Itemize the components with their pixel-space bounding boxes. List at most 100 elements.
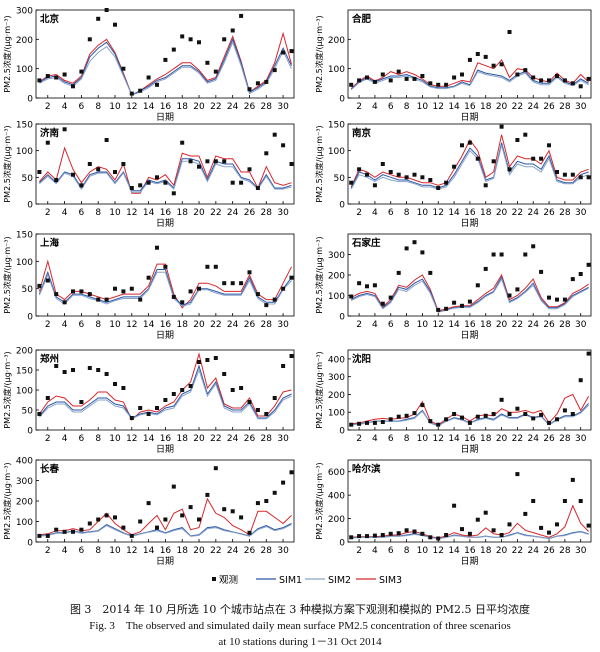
y-tick-label: 400 — [328, 492, 345, 502]
obs-point — [404, 413, 409, 418]
obs-point — [289, 49, 294, 54]
x-tick-label: 10 — [109, 102, 121, 112]
obs-point — [570, 477, 575, 482]
obs-point — [404, 246, 409, 251]
obs-point — [54, 75, 59, 80]
y-tick-label: 50 — [22, 407, 34, 417]
y-tick-label: 600 — [328, 468, 345, 478]
obs-point — [180, 513, 185, 518]
x-tick-label: 18 — [177, 208, 189, 218]
plot-frame — [347, 349, 592, 431]
x-tick-label: 14 — [143, 320, 155, 330]
obs-point — [444, 82, 449, 87]
obs-point — [523, 252, 528, 257]
x-tick-label: 16 — [160, 546, 172, 556]
x-tick-label: 30 — [277, 102, 289, 112]
x-tick-label: 6 — [79, 208, 85, 218]
legend-obs-marker — [212, 577, 216, 581]
obs-point — [272, 132, 277, 137]
y-tick-label: 50 — [334, 174, 346, 184]
x-tick-label: 20 — [496, 102, 508, 112]
obs-point — [163, 180, 168, 185]
obs-point — [491, 252, 496, 257]
obs-point — [547, 420, 551, 425]
obs-point — [396, 270, 401, 275]
x-tick-label: 6 — [388, 546, 394, 556]
x-tick-label: 20 — [193, 102, 205, 112]
obs-point — [121, 162, 126, 166]
legend-sim3-label: SIM3 — [379, 575, 402, 586]
obs-point — [155, 525, 159, 530]
obs-point — [79, 289, 84, 294]
y-tick-label: 150 — [16, 121, 33, 131]
x-tick-label: 16 — [464, 208, 476, 218]
x-tick-label: 14 — [143, 434, 155, 444]
obs-point — [428, 81, 433, 86]
obs-point — [396, 531, 401, 536]
obs-point — [121, 525, 126, 530]
x-tick-label: 22 — [512, 320, 523, 330]
y-axis-label: PM2.5浓度/(μg·m⁻³) — [314, 462, 324, 539]
obs-point — [365, 534, 369, 539]
obs-point — [163, 517, 168, 522]
obs-point — [230, 28, 235, 33]
x-tick-label: 10 — [109, 434, 121, 444]
obs-point — [539, 156, 544, 161]
x-tick-label: 22 — [210, 434, 221, 444]
x-tick-label: 12 — [433, 208, 444, 218]
obs-point — [188, 159, 193, 164]
y-tick-label: 200 — [328, 36, 345, 46]
obs-point — [388, 170, 393, 174]
obs-point — [357, 167, 362, 172]
obs-point — [54, 292, 59, 297]
obs-point — [357, 281, 362, 286]
obs-point — [180, 388, 185, 392]
obs-point — [113, 22, 117, 27]
obs-point — [113, 286, 117, 291]
obs-point — [444, 417, 449, 422]
obs-point — [555, 297, 559, 302]
obs-point — [129, 286, 134, 291]
x-tick-label: 2 — [45, 434, 51, 444]
x-tick-label: 16 — [160, 208, 172, 218]
obs-point — [138, 297, 143, 302]
x-tick-label: 4 — [372, 208, 378, 218]
obs-point — [171, 484, 176, 489]
obs-point — [436, 422, 441, 427]
x-tick-label: 16 — [464, 102, 476, 112]
obs-point — [452, 300, 457, 305]
x-tick-label: 18 — [177, 320, 189, 330]
obs-point — [138, 519, 143, 524]
y-tick-label: 0 — [339, 539, 345, 549]
obs-point — [205, 358, 210, 362]
legend-sim2-label: SIM2 — [328, 575, 351, 586]
obs-point — [531, 75, 536, 80]
panel-title: 长春 — [40, 463, 60, 475]
x-tick-label: 20 — [193, 208, 205, 218]
x-axis-label: 日期 — [156, 444, 174, 455]
obs-point — [460, 143, 464, 148]
x-tick-label: 26 — [244, 434, 256, 444]
obs-point — [79, 69, 84, 74]
x-tick-label: 20 — [496, 208, 508, 218]
x-tick-label: 10 — [109, 546, 121, 556]
obs-point — [171, 392, 176, 396]
x-tick-label: 2 — [45, 102, 51, 112]
x-axis-label: 日期 — [460, 112, 478, 123]
obs-point — [289, 470, 294, 475]
obs-point — [62, 370, 67, 374]
obs-point — [586, 175, 591, 180]
x-tick-label: 26 — [244, 546, 256, 556]
obs-point — [188, 505, 193, 510]
obs-point — [197, 517, 201, 522]
obs-point — [547, 78, 551, 83]
obs-point — [87, 521, 92, 526]
obs-point — [121, 386, 126, 390]
x-tick-label: 12 — [433, 320, 444, 330]
obs-point — [555, 417, 559, 422]
obs-point — [113, 382, 117, 386]
obs-point — [247, 167, 252, 172]
